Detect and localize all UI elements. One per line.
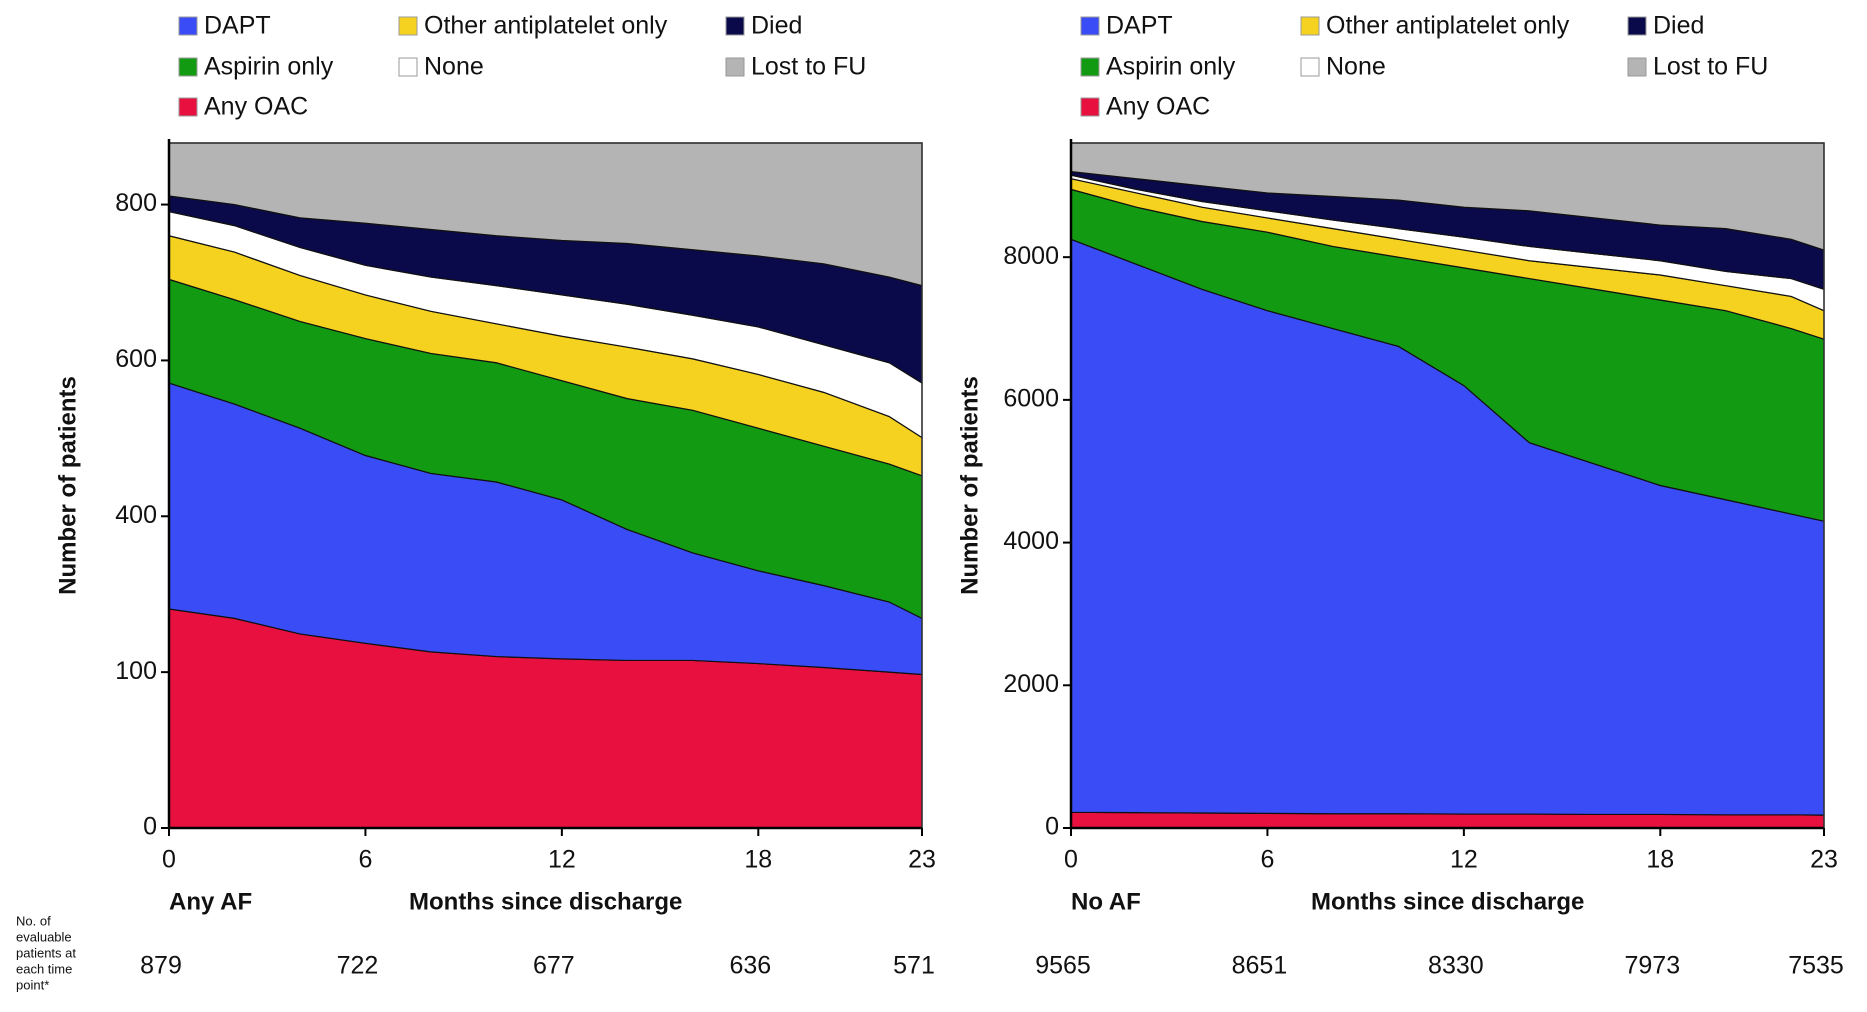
x-tick-label: 18 (744, 846, 772, 874)
y-tick-label: 4000 (1003, 527, 1059, 555)
y-axis-label: Number of patients (956, 376, 983, 595)
x-axis-label: Months since discharge (409, 888, 682, 915)
evaluable-count: 722 (337, 952, 379, 980)
legend-label: Aspirin only (1106, 53, 1236, 81)
x-tick-label: 0 (162, 846, 176, 874)
evaluable-count: 7973 (1624, 952, 1680, 980)
row-label: No. of (16, 913, 51, 928)
y-tick-label: 2000 (1003, 670, 1059, 698)
y-tick-label: 600 (115, 345, 157, 373)
evaluable-count: 879 (140, 952, 182, 980)
y-tick-label: 0 (1045, 813, 1059, 841)
panel-label: Any AF (169, 888, 252, 915)
x-tick-label: 12 (548, 846, 576, 874)
row-label: each time (16, 961, 72, 976)
x-tick-label: 18 (1646, 846, 1674, 874)
y-tick-label: 800 (115, 189, 157, 217)
evaluable-count: 9565 (1035, 952, 1091, 980)
evaluable-count: 677 (533, 952, 575, 980)
legend-label: Other antiplatelet only (424, 12, 668, 40)
evaluable-count: 571 (893, 952, 935, 980)
y-tick-label: 8000 (1003, 242, 1059, 270)
legend-label: Any OAC (1106, 93, 1210, 121)
legend-label: DAPT (204, 12, 271, 40)
legend-swatch (398, 16, 418, 36)
row-label: patients at (16, 945, 76, 960)
legend-swatch (1300, 16, 1320, 36)
row-label: evaluable (16, 929, 72, 944)
legend-label: Died (1653, 12, 1704, 40)
x-tick-label: 6 (358, 846, 372, 874)
legend-swatch (178, 16, 198, 36)
y-tick-label: 0 (143, 813, 157, 841)
legend-swatch (1080, 16, 1100, 36)
row-label: point* (16, 977, 49, 992)
x-tick-label: 12 (1450, 846, 1478, 874)
legend-swatch (725, 16, 745, 36)
y-tick-label: 6000 (1003, 384, 1059, 412)
x-tick-label: 23 (1810, 846, 1838, 874)
legend-swatch (178, 97, 198, 117)
legend-swatch (725, 57, 745, 77)
legend-label: Aspirin only (204, 53, 334, 81)
panel-label: No AF (1071, 888, 1141, 915)
legend-swatch (1080, 57, 1100, 77)
legend-label: Lost to FU (751, 53, 866, 81)
evaluable-count: 7535 (1788, 952, 1844, 980)
y-tick-label: 100 (115, 657, 157, 685)
x-tick-label: 23 (908, 846, 936, 874)
legend-swatch (398, 57, 418, 77)
legend-swatch (1300, 57, 1320, 77)
evaluable-count: 636 (729, 952, 771, 980)
evaluable-count: 8330 (1428, 952, 1484, 980)
x-tick-label: 0 (1064, 846, 1078, 874)
legend-label: Other antiplatelet only (1326, 12, 1570, 40)
evaluable-count: 8651 (1232, 952, 1288, 980)
x-axis-label: Months since discharge (1311, 888, 1584, 915)
legend-label: DAPT (1106, 12, 1173, 40)
legend-swatch (1627, 16, 1647, 36)
y-axis-label: Number of patients (54, 376, 81, 595)
legend-label: Died (751, 12, 802, 40)
legend-swatch (178, 57, 198, 77)
legend-label: Any OAC (204, 93, 308, 121)
legend-label: None (1326, 53, 1386, 81)
x-tick-label: 6 (1260, 846, 1274, 874)
legend-label: None (424, 53, 484, 81)
y-tick-label: 400 (115, 501, 157, 529)
legend-swatch (1080, 97, 1100, 117)
legend-swatch (1627, 57, 1647, 77)
legend-label: Lost to FU (1653, 53, 1768, 81)
